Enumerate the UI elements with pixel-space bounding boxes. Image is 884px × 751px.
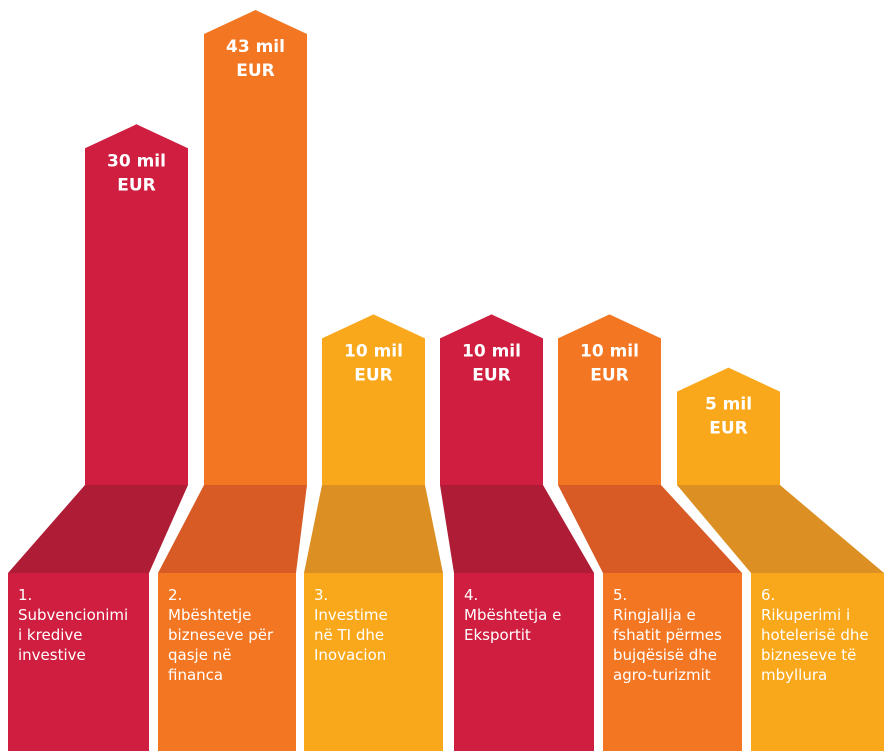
value-label-5-line-1: 10 mil (580, 341, 639, 361)
bar-connector-3 (304, 485, 443, 573)
category-text-5-line-3: bujqësisë dhe (613, 646, 717, 664)
value-label-6-line-2: EUR (709, 419, 748, 439)
value-label-2-line-2: EUR (236, 61, 275, 81)
bar-5 (558, 314, 661, 485)
category-label-5: 5. Ringjallja e fshatit përmes bujqësisë dh… (603, 573, 742, 751)
category-text-6-line-1: Rikuperimi i (761, 606, 851, 624)
bar-connector-5 (558, 485, 742, 573)
category-label-6: 6. Rikuperimi i hotelerisë dhe bizneseve të… (751, 573, 884, 751)
value-label-3-line-1: 10 mil (344, 341, 403, 361)
category-label-1: 1. Subvencionimi i kredive investive (8, 573, 149, 751)
label-panel-1 (8, 573, 149, 751)
category-text-4-line-1: Mbështetja e (464, 606, 562, 624)
category-text-2-line-4: financa (168, 666, 224, 684)
value-label-4-line-1: 10 mil (462, 341, 521, 361)
category-number-1: 1. (18, 586, 33, 604)
bar-1 (85, 124, 188, 485)
category-text-2-line-3: qasje në (168, 646, 232, 664)
bar-connector-4 (440, 485, 594, 573)
value-label-5-line-2: EUR (590, 365, 629, 385)
bar-connector-2 (158, 485, 307, 573)
category-text-6-line-2: hotelerisë dhe (761, 626, 869, 644)
value-label-2-line-1: 43 mil (226, 37, 285, 57)
category-text-1-line-2: i kredive (18, 626, 83, 644)
category-label-4: 4. Mbështetja e Eksportit (454, 573, 594, 751)
value-label-6-line-1: 5 mil (705, 395, 752, 415)
category-label-2: 2. Mbështetje bizneseve për qasje në financa (158, 573, 296, 751)
bar-connector-1 (8, 485, 188, 573)
category-text-1-line-3: investive (18, 646, 86, 664)
category-number-3: 3. (314, 586, 329, 604)
category-text-5-line-2: fshatit përmes (613, 626, 722, 644)
category-text-1-line-1: Subvencionimi (18, 606, 129, 624)
bar-connector-6 (677, 485, 884, 573)
label-panel-2 (158, 573, 296, 751)
category-text-5-line-4: agro-turizmit (613, 666, 711, 684)
label-panel-5 (603, 573, 742, 751)
bar-2 (204, 10, 307, 485)
category-number-5: 5. (613, 586, 628, 604)
label-panel-6 (751, 573, 884, 751)
category-text-6-line-3: bizneseve të (761, 646, 857, 664)
category-text-4-line-2: Eksportit (464, 626, 531, 644)
category-text-3-line-3: Inovacion (314, 646, 387, 664)
category-label-3: 3. Investime në TI dhe Inovacion (304, 573, 443, 751)
category-text-5-line-1: Ringjallja e (613, 606, 696, 624)
value-label-1-line-1: 30 mil (107, 151, 166, 171)
label-panel-3 (304, 573, 443, 751)
bar-4 (440, 314, 543, 485)
category-text-2-line-1: Mbështetje (168, 606, 252, 624)
bar-6 (677, 367, 780, 485)
category-number-6: 6. (761, 586, 776, 604)
bar-3 (322, 314, 425, 485)
category-text-3-line-2: në TI dhe (314, 626, 385, 644)
category-number-4: 4. (464, 586, 479, 604)
category-number-2: 2. (168, 586, 183, 604)
category-text-6-line-4: mbyllura (761, 666, 828, 684)
label-panel-4 (454, 573, 594, 751)
category-text-3-line-1: Investime (314, 606, 388, 624)
value-label-1-line-2: EUR (117, 175, 156, 195)
value-label-3-line-2: EUR (354, 365, 393, 385)
category-text-2-line-2: bizneseve për (168, 626, 274, 644)
value-label-4-line-2: EUR (472, 365, 511, 385)
